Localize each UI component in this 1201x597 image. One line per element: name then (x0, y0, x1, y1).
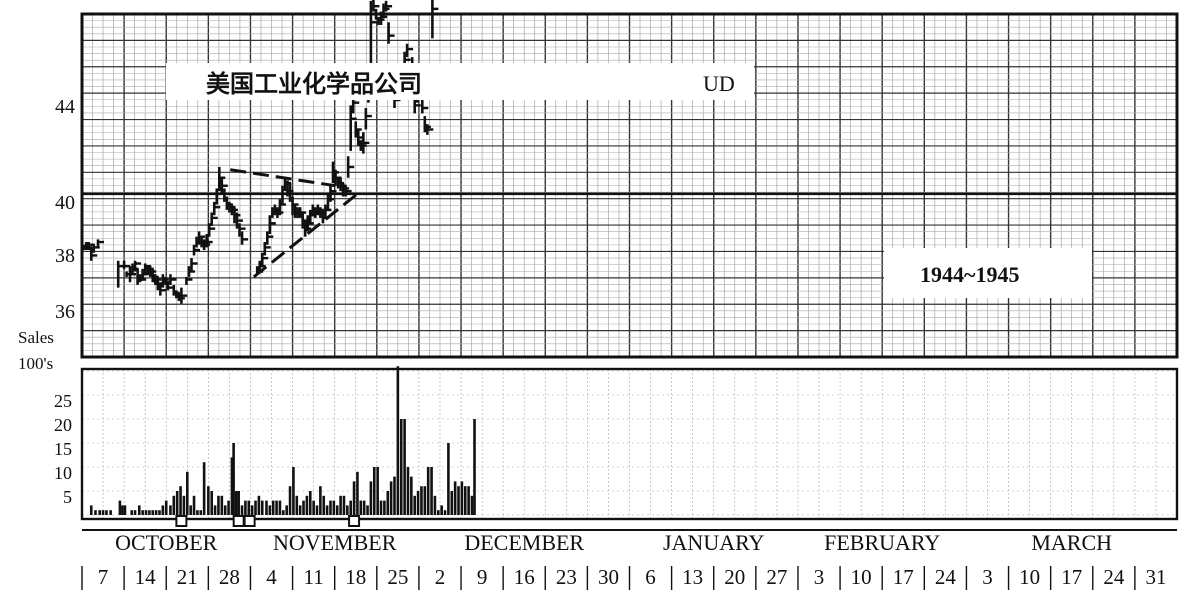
volume-tick-15: 15 (54, 439, 72, 459)
week-labels: 7 14 21 28 4 11 18 25 2 9 16 23 30 6 13 20 27 3 10 17 24 3 10 1… (81, 565, 1166, 590)
price-panel-frame (80, 12, 1179, 359)
week-label: 18 (345, 565, 366, 589)
volume-tick-25: 25 (54, 391, 72, 411)
holiday-marker (348, 515, 361, 527)
volume-panel-frame (80, 367, 1179, 521)
title-box (166, 63, 754, 100)
week-label: 2 (435, 565, 446, 589)
price-tick-40: 40 (55, 192, 75, 214)
week-label: 24 (935, 565, 957, 589)
volume-axis-label-line-1: Sales (18, 328, 54, 347)
month-label-february: FEBRUARY (824, 530, 940, 555)
week-label: 7 (98, 565, 109, 589)
period-label: 1944~1945 (920, 262, 1019, 287)
volume-tick-5: 5 (63, 487, 72, 507)
grid-layer (80, 12, 1179, 531)
stock-symbol: UD (703, 71, 735, 96)
holiday-marker (243, 515, 256, 527)
month-label-march: MARCH (1031, 530, 1112, 555)
month-label-december: DECEMBER (464, 530, 584, 555)
week-label: 3 (982, 565, 993, 589)
volume-tick-20: 20 (54, 415, 72, 435)
week-label: 11 (304, 565, 324, 589)
trend-line-layer (230, 168, 359, 279)
week-label: 13 (682, 565, 703, 589)
week-label: 3 (814, 565, 825, 589)
chart-title: 美国工业化学品公司 (206, 70, 422, 98)
period-box (884, 248, 1092, 298)
month-label-november: NOVEMBER (273, 530, 397, 555)
volume-bar-layer (89, 366, 476, 527)
week-label: 30 (598, 565, 619, 589)
price-tick-36: 36 (55, 301, 75, 323)
month-label-january: JANUARY (663, 530, 765, 555)
month-labels: OCTOBER NOVEMBER DECEMBER JANUARY FEBRUARY MA… (115, 530, 1112, 555)
week-label: 10 (1019, 565, 1040, 589)
holiday-marker (232, 515, 245, 527)
week-label: 9 (477, 565, 488, 589)
volume-axis-label-line-2: 100's (18, 354, 53, 373)
holiday-marker (175, 515, 188, 527)
week-label: 20 (724, 565, 745, 589)
week-label: 6 (645, 565, 656, 589)
week-label: 25 (387, 565, 408, 589)
week-label: 16 (514, 565, 535, 589)
week-label: 17 (1061, 565, 1082, 589)
week-label: 23 (556, 565, 577, 589)
volume-axis-label: Sales 100's (18, 328, 58, 373)
week-label: 4 (266, 565, 277, 589)
week-label: 27 (766, 565, 787, 589)
price-tick-38: 38 (55, 245, 75, 267)
week-label: 10 (851, 565, 872, 589)
week-label: 28 (219, 565, 240, 589)
volume-tick-10: 10 (54, 463, 72, 483)
week-label: 31 (1145, 565, 1166, 589)
week-label: 24 (1103, 565, 1125, 589)
trend-line-1 (230, 168, 336, 188)
week-label: 14 (135, 565, 157, 589)
week-label: 21 (177, 565, 198, 589)
price-tick-44: 44 (55, 96, 75, 118)
week-label: 17 (893, 565, 914, 589)
month-label-october: OCTOBER (115, 530, 218, 555)
